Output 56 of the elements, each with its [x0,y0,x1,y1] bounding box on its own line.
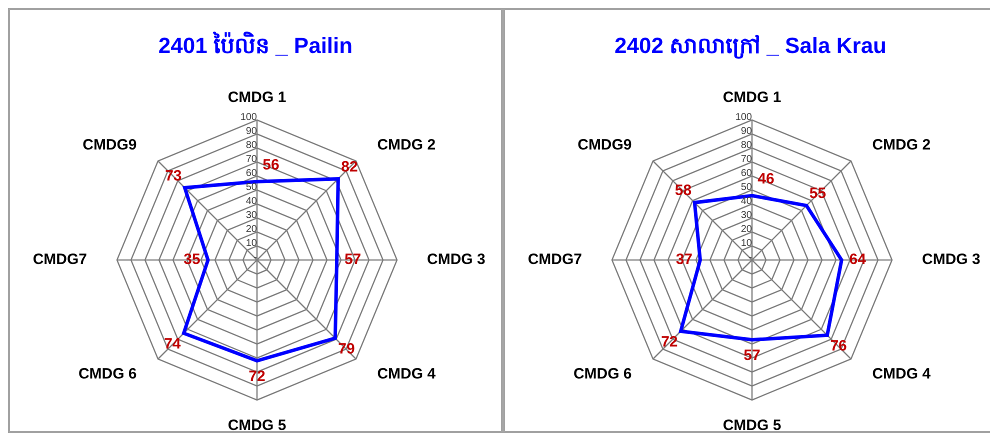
y-tick-label: 70 [246,154,258,165]
spoke-label: CMDG 6 [573,366,632,383]
y-tick-label: 60 [246,168,258,179]
spoke-label: CMDG 1 [722,88,782,106]
y-tick-label: 90 [246,126,258,137]
data-label: 55 [809,185,826,202]
data-label: 57 [744,346,760,364]
y-tick-label: 10 [246,238,258,249]
chart-title: 2401 ប៉ៃលិន _ Pailin [157,32,354,60]
y-tick-label: 100 [240,112,258,123]
y-tick-label: 40 [740,196,752,207]
data-label: 64 [849,250,867,268]
y-tick-label: 100 [735,112,752,123]
y-tick-label: 30 [740,210,752,221]
y-tick-label: 80 [740,140,752,151]
chart-title: 2402 សាលាក្រៅ _ Sala Krau [613,32,888,61]
y-tick-label: 60 [740,168,752,179]
y-tick-label: 70 [740,154,752,165]
y-tick-label: 80 [246,140,258,151]
data-label: 73 [165,167,182,184]
y-tick-label: - [748,252,752,263]
spoke-label: CMDG 2 [872,136,931,154]
spoke-label: CMDG 1 [228,88,286,106]
data-label: 46 [758,170,774,188]
spoke-label: CMDG 2 [377,136,436,154]
data-label: 72 [248,368,266,385]
spoke-label: CMDG 4 [377,366,436,383]
y-tick-label: 20 [246,224,258,235]
y-tick-label: 50 [246,182,258,193]
y-tick-label: 10 [740,238,752,249]
data-label: 72 [661,334,678,351]
y-tick-label: - [254,252,257,263]
y-tick-label: 20 [740,224,752,235]
spoke-label: CMDG 3 [427,250,486,268]
spoke-label: CMDG 4 [872,366,932,383]
data-label: 79 [338,340,355,358]
y-tick-label: 90 [740,126,752,137]
y-tick-label: 40 [246,196,258,207]
spoke-label: CMDG7 [32,250,87,268]
spoke-label: CMDG7 [528,250,582,268]
data-label: 76 [830,338,847,355]
spoke-label: CMDG9 [578,136,632,154]
data-label: 57 [344,250,362,268]
data-label: 74 [164,336,182,353]
y-tick-label: 50 [740,182,752,193]
spoke-label: CMDG 3 [922,250,980,268]
data-label: 82 [341,158,358,176]
data-label: 37 [676,250,693,268]
spoke-label: CMDG 5 [228,416,286,434]
spoke-label: CMDG9 [82,136,137,154]
data-label: 35 [184,250,200,268]
data-label: 56 [262,156,280,174]
data-label: 58 [674,182,692,200]
y-tick-label: 30 [246,210,258,221]
spoke-label: CMDG 6 [78,366,137,383]
spoke-label: CMDG 5 [722,416,782,434]
